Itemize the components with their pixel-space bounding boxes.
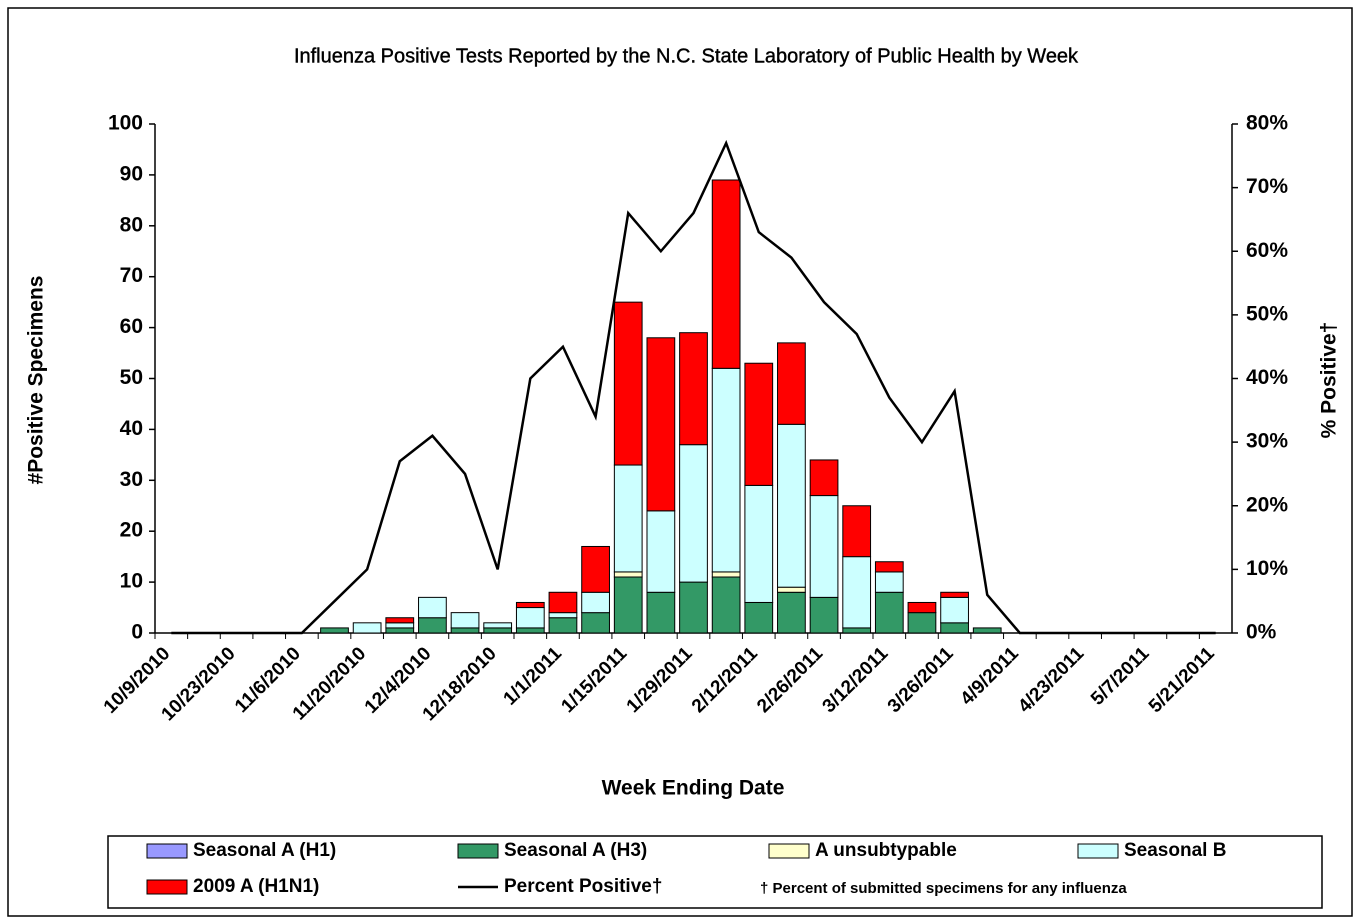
bar-segment bbox=[744, 362, 774, 486]
legend-swatch bbox=[1077, 843, 1119, 859]
bar-segment bbox=[613, 571, 643, 578]
y-tick-label: 40 bbox=[120, 417, 143, 440]
bar-segment bbox=[940, 622, 969, 634]
y2-tick-label: 30% bbox=[1246, 430, 1288, 453]
bar-segment bbox=[483, 622, 513, 629]
bar-segment bbox=[385, 617, 415, 624]
y2-tick-label: 80% bbox=[1246, 112, 1288, 135]
y2-tick-label: 0% bbox=[1246, 621, 1277, 644]
bar-segment bbox=[874, 561, 904, 573]
bar-segment bbox=[548, 612, 578, 619]
bar-segment bbox=[515, 607, 545, 629]
bar-segment bbox=[548, 617, 578, 634]
y2-tick-label: 40% bbox=[1246, 366, 1288, 389]
legend-note: † Percent of submitted specimens for any… bbox=[760, 880, 1127, 897]
bar-segment bbox=[972, 627, 1002, 634]
legend-label: Seasonal A (H3) bbox=[504, 840, 647, 861]
y-tick-label: 100 bbox=[108, 112, 143, 135]
bar-segment bbox=[940, 591, 969, 598]
bar-segment bbox=[385, 627, 415, 634]
bar-segment bbox=[711, 367, 741, 573]
bar-segment bbox=[777, 423, 806, 588]
bar-segment bbox=[679, 444, 708, 583]
y2-tick-label: 60% bbox=[1246, 239, 1288, 262]
bar-segment bbox=[515, 627, 545, 634]
legend-label: Seasonal A (H1) bbox=[193, 840, 336, 861]
bar-segment bbox=[418, 596, 447, 619]
bar-segment bbox=[385, 622, 415, 629]
y2-tick-label: 20% bbox=[1246, 493, 1288, 516]
bar-segment bbox=[777, 342, 806, 425]
bar-segment bbox=[679, 581, 708, 634]
y2-tick-label: 70% bbox=[1246, 175, 1288, 198]
y-tick-label: 10 bbox=[120, 570, 143, 593]
bar-segment bbox=[418, 617, 447, 634]
y-tick-label: 70 bbox=[120, 264, 143, 287]
bar-segment bbox=[613, 301, 643, 466]
bar-segment bbox=[711, 179, 741, 369]
bar-segment bbox=[581, 612, 610, 634]
legend-swatch bbox=[457, 843, 499, 859]
bar-segment bbox=[744, 601, 774, 634]
bar-segment bbox=[450, 627, 480, 634]
legend-swatch bbox=[146, 879, 188, 895]
bar-segment bbox=[581, 591, 610, 614]
bar-segment bbox=[613, 464, 643, 573]
y-tick-label: 0 bbox=[131, 621, 143, 644]
bar-segment bbox=[320, 627, 349, 634]
bar-segment bbox=[940, 596, 969, 624]
bar-segment bbox=[450, 612, 480, 629]
bar-segment bbox=[842, 627, 872, 634]
bar-segment bbox=[646, 510, 676, 593]
y2-tick-label: 50% bbox=[1246, 302, 1288, 325]
bar-segment bbox=[809, 459, 839, 497]
legend-label: Percent Positive† bbox=[504, 876, 662, 897]
y2-axis-title: % Positive† bbox=[1318, 322, 1341, 439]
bar-segment bbox=[744, 484, 774, 603]
y-tick-label: 50 bbox=[120, 366, 143, 389]
y2-tick-label: 10% bbox=[1246, 557, 1288, 580]
legend-label: Seasonal B bbox=[1124, 840, 1226, 861]
bar-segment bbox=[842, 556, 872, 629]
y-axis-title: #Positive Specimens bbox=[25, 276, 48, 485]
bar-segment bbox=[874, 571, 904, 593]
bar-segment bbox=[874, 591, 904, 634]
bar-segment bbox=[581, 545, 610, 593]
bar-segment bbox=[907, 612, 937, 634]
bar-segment bbox=[613, 576, 643, 634]
chart-title: Influenza Positive Tests Reported by the… bbox=[294, 45, 1079, 67]
percent-line bbox=[171, 139, 1216, 635]
bar-segment bbox=[711, 576, 741, 634]
legend-box bbox=[107, 835, 1323, 909]
bar-segment bbox=[809, 596, 839, 634]
bar-segment bbox=[483, 627, 513, 634]
bar-segment bbox=[679, 332, 708, 446]
y-tick-label: 30 bbox=[120, 468, 143, 491]
y-tick-label: 20 bbox=[120, 519, 143, 542]
bar-segment bbox=[515, 601, 545, 609]
bar-segment bbox=[842, 505, 872, 558]
x-axis-title: Week Ending Date bbox=[602, 777, 785, 800]
bar-segment bbox=[646, 591, 676, 634]
bar-segment bbox=[352, 622, 382, 634]
bar-segment bbox=[809, 495, 839, 598]
y-tick-label: 90 bbox=[120, 162, 143, 185]
legend-swatch bbox=[768, 843, 810, 859]
bar-segment bbox=[777, 591, 806, 634]
bar-segment bbox=[711, 571, 741, 578]
bar-segment bbox=[907, 601, 937, 614]
bar-segment bbox=[646, 337, 676, 512]
bar-segment bbox=[548, 591, 578, 614]
bar-segment bbox=[777, 586, 806, 593]
legend-label: 2009 A (H1N1) bbox=[193, 876, 319, 897]
y-tick-label: 60 bbox=[120, 315, 143, 338]
y-tick-label: 80 bbox=[120, 213, 143, 236]
legend-swatch bbox=[146, 843, 188, 859]
legend-label: A unsubtypable bbox=[815, 840, 957, 861]
